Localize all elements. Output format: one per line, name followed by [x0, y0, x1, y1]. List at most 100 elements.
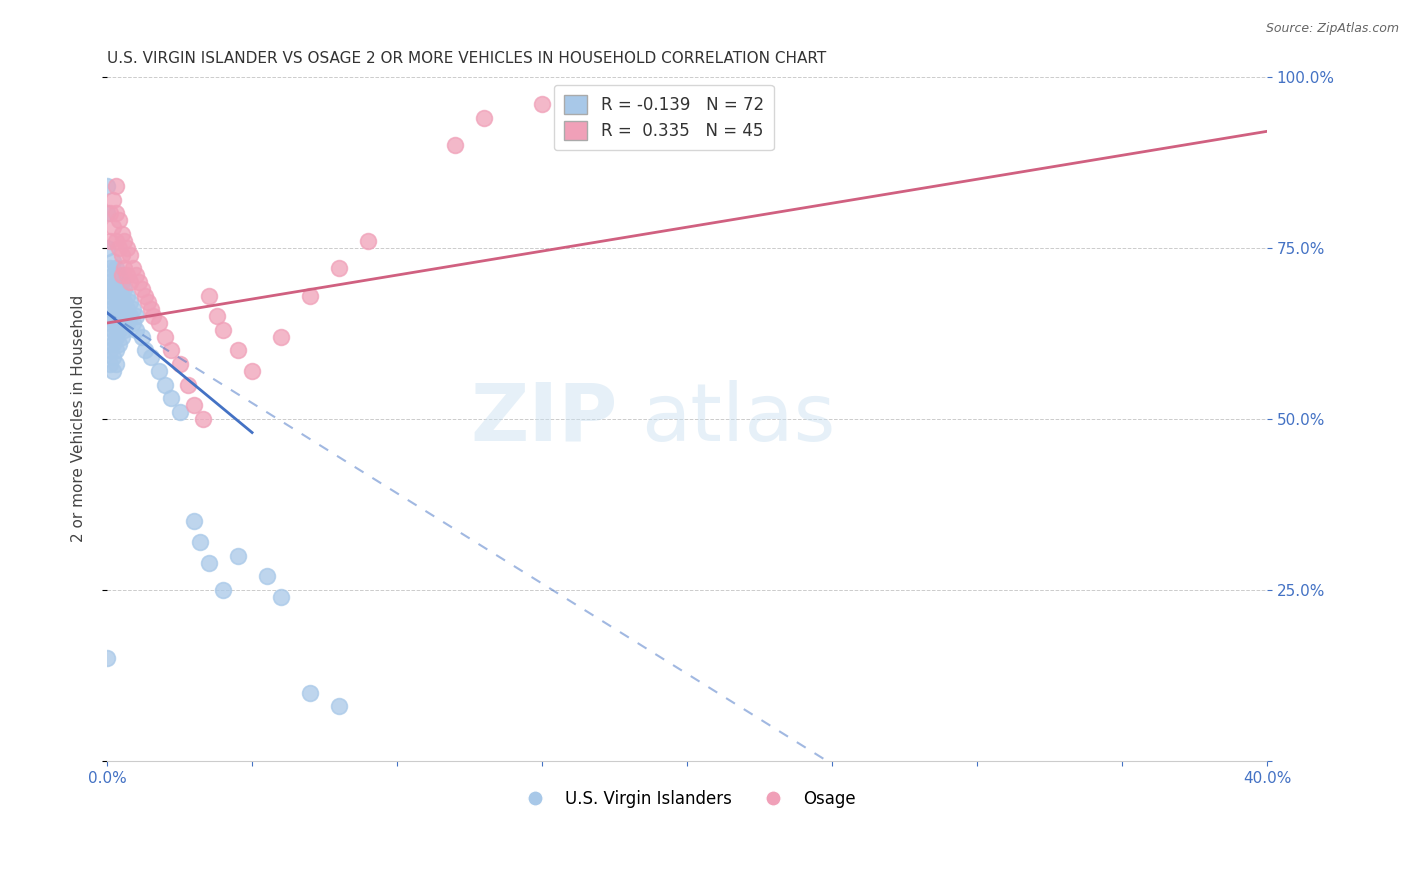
Point — [114, 234, 136, 248]
Point — [98, 288, 121, 302]
Point — [188, 535, 211, 549]
Point — [160, 392, 183, 406]
Point — [96, 282, 118, 296]
Point — [117, 316, 139, 330]
Point — [110, 302, 132, 317]
Point — [101, 309, 124, 323]
Point — [98, 275, 121, 289]
Point — [104, 261, 127, 276]
Point — [98, 357, 121, 371]
Point — [131, 282, 153, 296]
Point — [226, 343, 249, 358]
Point — [96, 651, 118, 665]
Point — [531, 97, 554, 112]
Point — [120, 275, 142, 289]
Text: ZIP: ZIP — [470, 380, 617, 458]
Point — [114, 309, 136, 323]
Point — [270, 590, 292, 604]
Point — [110, 247, 132, 261]
Point — [110, 227, 132, 241]
Point — [207, 309, 229, 323]
Point — [101, 350, 124, 364]
Point — [142, 309, 165, 323]
Point — [125, 309, 148, 323]
Point — [98, 206, 121, 220]
Point — [101, 323, 124, 337]
Point — [104, 302, 127, 317]
Point — [197, 288, 219, 302]
Point — [96, 241, 118, 255]
Point — [153, 377, 176, 392]
Point — [110, 275, 132, 289]
Point — [212, 323, 235, 337]
Point — [104, 234, 127, 248]
Point — [107, 213, 129, 227]
Text: Source: ZipAtlas.com: Source: ZipAtlas.com — [1265, 22, 1399, 36]
Point — [191, 412, 214, 426]
Point — [107, 295, 129, 310]
Point — [104, 316, 127, 330]
Point — [169, 405, 191, 419]
Point — [96, 179, 118, 194]
Point — [240, 364, 263, 378]
Point — [104, 179, 127, 194]
Point — [101, 364, 124, 378]
Point — [101, 254, 124, 268]
Point — [98, 234, 121, 248]
Point — [114, 282, 136, 296]
Point — [117, 268, 139, 282]
Point — [197, 556, 219, 570]
Point — [122, 261, 145, 276]
Point — [134, 343, 156, 358]
Point — [177, 377, 200, 392]
Point — [226, 549, 249, 563]
Text: U.S. VIRGIN ISLANDER VS OSAGE 2 OR MORE VEHICLES IN HOUSEHOLD CORRELATION CHART: U.S. VIRGIN ISLANDER VS OSAGE 2 OR MORE … — [107, 51, 827, 66]
Point — [120, 295, 142, 310]
Point — [96, 206, 118, 220]
Point — [110, 268, 132, 282]
Point — [120, 247, 142, 261]
Legend: U.S. Virgin Islanders, Osage: U.S. Virgin Islanders, Osage — [512, 783, 863, 814]
Point — [101, 282, 124, 296]
Point — [131, 329, 153, 343]
Point — [107, 309, 129, 323]
Point — [101, 295, 124, 310]
Point — [139, 302, 162, 317]
Point — [134, 288, 156, 302]
Point — [183, 398, 205, 412]
Point — [148, 316, 170, 330]
Point — [256, 569, 278, 583]
Point — [122, 316, 145, 330]
Point — [110, 288, 132, 302]
Point — [299, 288, 322, 302]
Point — [160, 343, 183, 358]
Point — [136, 295, 159, 310]
Point — [107, 282, 129, 296]
Point — [472, 111, 495, 125]
Point — [114, 261, 136, 276]
Point — [101, 268, 124, 282]
Text: atlas: atlas — [641, 380, 835, 458]
Y-axis label: 2 or more Vehicles in Household: 2 or more Vehicles in Household — [72, 295, 86, 542]
Point — [212, 582, 235, 597]
Point — [169, 357, 191, 371]
Point — [104, 288, 127, 302]
Point — [139, 350, 162, 364]
Point — [444, 138, 467, 153]
Point — [148, 364, 170, 378]
Point — [107, 268, 129, 282]
Point — [98, 316, 121, 330]
Point — [357, 234, 380, 248]
Point — [270, 329, 292, 343]
Point — [107, 323, 129, 337]
Point — [104, 329, 127, 343]
Point — [101, 336, 124, 351]
Point — [107, 241, 129, 255]
Point — [117, 241, 139, 255]
Point — [104, 357, 127, 371]
Point — [120, 309, 142, 323]
Point — [101, 220, 124, 235]
Point — [117, 288, 139, 302]
Point — [114, 295, 136, 310]
Point — [153, 329, 176, 343]
